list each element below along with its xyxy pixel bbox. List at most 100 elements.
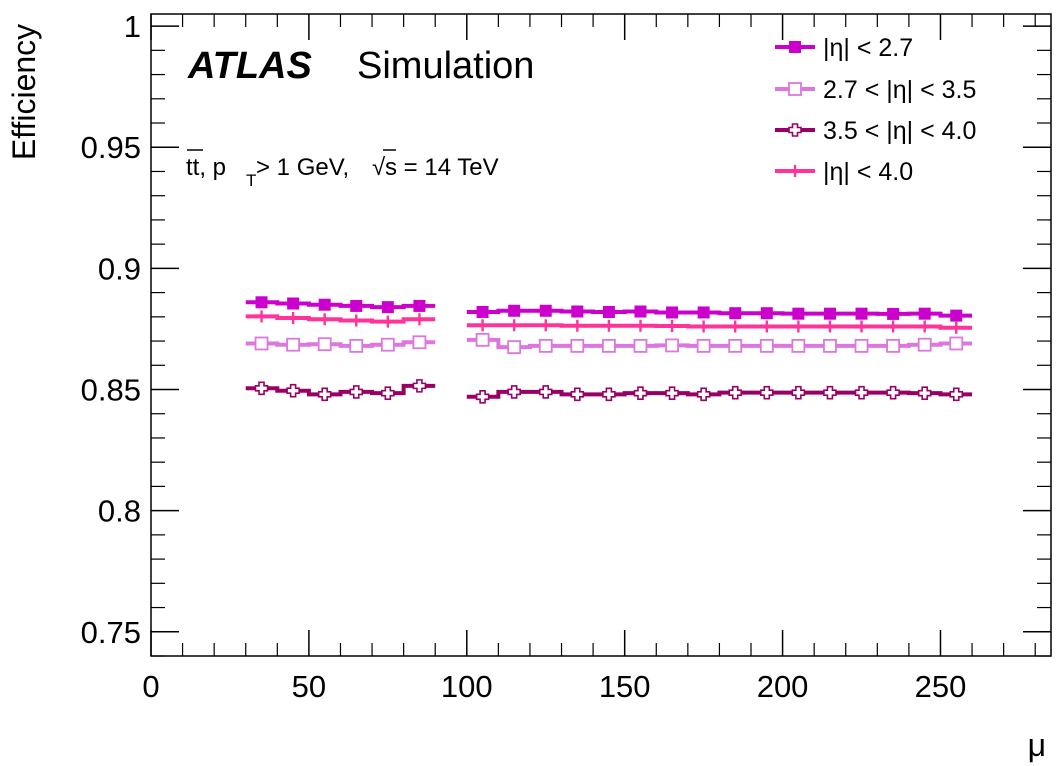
data-point	[760, 307, 773, 320]
x-tick-label: 50	[292, 669, 326, 704]
data-point	[538, 339, 553, 353]
series-line	[245, 340, 436, 348]
data-point	[571, 305, 584, 318]
data-point	[634, 319, 647, 332]
energy-label: s = 14 TeV	[385, 154, 499, 181]
data-point	[570, 387, 585, 402]
series-line	[245, 300, 436, 310]
legend-label: 3.5 < |η| < 4.0	[823, 117, 976, 145]
series-layer	[245, 296, 973, 404]
data-point	[381, 386, 395, 400]
y-tick-label: 0.8	[98, 494, 141, 529]
data-point	[287, 312, 300, 325]
series-2	[245, 332, 973, 355]
data-point	[729, 320, 742, 333]
data-point	[475, 332, 490, 347]
series-line	[245, 314, 436, 324]
x-tick-label: 100	[441, 669, 493, 704]
simulation-label: Simulation	[357, 45, 534, 87]
data-point	[917, 386, 932, 400]
data-point	[949, 336, 964, 351]
data-point	[317, 387, 332, 402]
data-point	[917, 337, 932, 352]
series-line	[245, 383, 436, 397]
plot-frame-layer	[150, 13, 1052, 657]
data-point	[254, 336, 269, 351]
data-point	[255, 310, 268, 323]
data-point	[602, 387, 616, 402]
legend-swatch-marker	[788, 123, 802, 137]
axis-ticks-layer: 0 50 100 150 200 250 0.75 0.8 0.85 0.9 0.95 1	[81, 9, 1051, 704]
data-point	[602, 305, 615, 318]
data-point	[633, 386, 648, 400]
series-1	[245, 296, 973, 322]
data-point	[696, 339, 711, 353]
legend-swatch-marker	[788, 82, 802, 96]
data-point	[633, 339, 648, 353]
data-point	[318, 298, 331, 311]
data-point	[728, 339, 743, 353]
data-point	[413, 313, 426, 326]
process-subscript: T	[246, 171, 256, 190]
legend-label: 2.7 < |η| < 3.5	[823, 76, 976, 104]
data-point	[381, 301, 394, 314]
data-point	[854, 385, 869, 400]
y-tick-label: 0.95	[81, 130, 141, 165]
data-point	[286, 383, 300, 398]
data-point	[318, 313, 331, 326]
data-point	[350, 299, 363, 312]
x-tick-label: 250	[915, 669, 967, 704]
x-axis-title: μ	[1028, 727, 1046, 763]
data-point	[601, 339, 616, 353]
data-point	[539, 304, 552, 317]
data-point	[792, 307, 805, 320]
data-point	[349, 385, 364, 399]
data-point	[475, 389, 490, 404]
legend-swatch-marker	[789, 41, 801, 53]
data-point	[854, 339, 869, 353]
y-axis-title: Efficiency	[6, 24, 42, 160]
series-3	[245, 379, 973, 404]
data-point	[823, 307, 836, 320]
data-point	[791, 339, 806, 353]
data-point	[760, 320, 773, 333]
process-prefix: tt, p	[186, 154, 226, 181]
data-point	[823, 320, 836, 333]
data-point	[508, 304, 521, 317]
data-point	[476, 319, 489, 332]
data-point	[697, 306, 710, 319]
data-point	[950, 321, 963, 334]
x-tick-label: 0	[142, 669, 159, 704]
data-point	[696, 387, 711, 402]
data-point	[855, 320, 868, 333]
data-point	[413, 299, 426, 312]
legend-label: |η| < 2.7	[823, 34, 913, 62]
series-line	[466, 337, 973, 350]
sqrt-sign: √	[372, 154, 386, 181]
data-point	[950, 309, 963, 322]
series-4	[245, 310, 973, 334]
data-point	[255, 296, 268, 309]
data-point	[538, 385, 553, 399]
data-point	[666, 320, 679, 333]
data-point	[602, 319, 615, 332]
process-mid: > 1 GeV,	[256, 154, 349, 181]
data-point	[887, 320, 900, 333]
x-tick-label: 150	[599, 669, 651, 704]
y-tick-label: 0.85	[81, 373, 141, 408]
data-point	[823, 385, 837, 400]
data-point	[381, 315, 394, 328]
data-point	[823, 339, 837, 353]
data-point	[918, 307, 931, 320]
data-point	[539, 319, 552, 332]
data-point	[665, 338, 679, 353]
data-point	[508, 319, 521, 332]
legend-swatch-marker	[789, 165, 801, 177]
data-point	[570, 339, 585, 353]
y-tick-label: 0.9	[98, 251, 141, 286]
data-point	[476, 305, 489, 318]
data-point	[571, 319, 584, 332]
data-point	[887, 307, 900, 320]
data-point	[349, 339, 364, 353]
data-point	[350, 314, 363, 327]
